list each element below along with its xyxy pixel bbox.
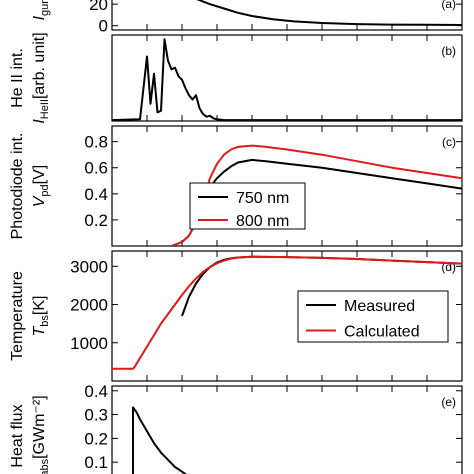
y-tick-label: 20 [89, 0, 108, 14]
y-axis-unit: [V] [31, 165, 48, 185]
series-line-calculated [112, 255, 462, 370]
panel-tag: (e) [441, 395, 456, 409]
panel-tag: (a) [441, 0, 456, 11]
y-axis-symbol: I [31, 119, 48, 124]
series-line-trace [112, 38, 462, 121]
y-axis-variable: Vpd[V] [31, 165, 51, 207]
panel-c: 0.2 0.4 0.6 0.8 (c) Photodiode int. Vpd[V] 750 … [9, 125, 463, 247]
y-tick-label: 0.6 [84, 159, 108, 178]
y-axis-unit: [arb. unit] [31, 32, 48, 99]
y-axis-subscript: abs [39, 458, 51, 474]
y-axis-title: He II int. [9, 48, 26, 108]
y-axis-subscript: pd [39, 184, 51, 196]
y-tick-label: 0.2 [84, 211, 108, 230]
y-tick-label: 3000 [70, 257, 108, 276]
y-axis-subscript: gun [39, 0, 51, 16]
y-axis-variable: Tbs[K] [31, 296, 51, 337]
y-axis-subscript: HeII [39, 99, 51, 119]
y-axis-variable: IHeII[arb. unit] [31, 32, 51, 123]
y-tick-label: 0.4 [84, 185, 108, 204]
y-axis-symbol: T [31, 325, 48, 336]
panel-b: (b) He II int. IHeII[arb. unit] [9, 32, 463, 124]
y-tick-label: 0 [99, 17, 108, 36]
y-axis-title: Temperature [9, 271, 26, 361]
y-tick-label: 0.2 [84, 429, 108, 448]
y-axis-title: Photodiode int. [9, 133, 26, 240]
panel-a: 0 20 (a) Igun [31, 0, 463, 36]
legend-label: 800 nm [236, 213, 289, 230]
y-tick-label: 0.1 [84, 453, 108, 472]
y-axis-variable: Igun [31, 0, 51, 20]
legend-label: Calculated [344, 324, 420, 341]
legend: 750 nm 800 nm [189, 182, 306, 230]
y-tick-label: 1000 [70, 334, 108, 353]
y-axis-subscript: bs [39, 315, 51, 327]
y-tick-label: 0.3 [84, 406, 108, 425]
y-tick-label: 2000 [70, 296, 108, 315]
y-axis-symbol: I [31, 15, 48, 20]
y-axis-variable: abs[GWm⁻²] [31, 395, 51, 474]
legend: Measured Calculated [297, 290, 449, 343]
legend-label: 750 nm [236, 190, 289, 207]
y-axis-title: Heat flux [9, 404, 26, 467]
legend-box [189, 182, 306, 230]
y-axis-symbol: V [31, 195, 48, 207]
y-tick-label: 0.8 [84, 133, 108, 152]
y-axis-unit: [GWm⁻²] [31, 395, 48, 459]
panel-e: 0.1 0.2 0.3 0.4 (e) Heat flux abs[GWm⁻²] [9, 382, 463, 474]
panel-tag: (b) [441, 44, 456, 58]
panel-tag: (c) [442, 135, 456, 149]
legend-label: Measured [344, 298, 415, 315]
series-line-trace [196, 0, 462, 26]
series-line-trace [132, 406, 188, 474]
y-tick-label: 0.4 [84, 382, 108, 401]
y-axis-unit: [K] [31, 296, 48, 316]
plot-frame [111, 385, 463, 474]
legend-box [297, 290, 449, 343]
